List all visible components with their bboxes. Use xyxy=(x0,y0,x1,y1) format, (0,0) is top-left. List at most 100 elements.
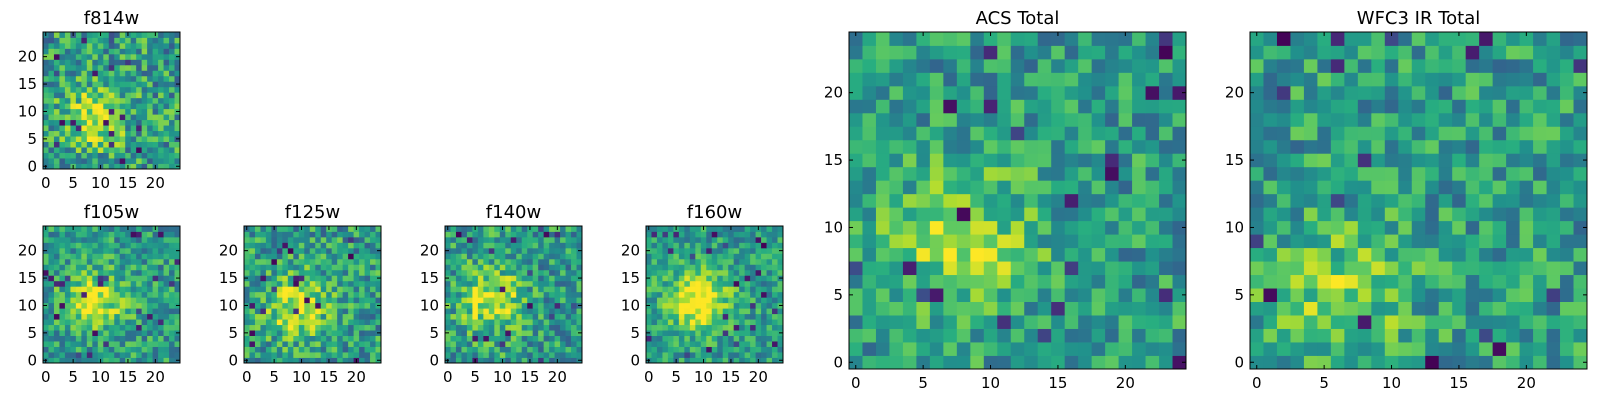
heatmap-cell xyxy=(554,236,561,243)
heatmap-cell xyxy=(1051,180,1066,195)
heatmap-cell xyxy=(516,302,523,309)
heatmap-cell xyxy=(48,108,55,115)
heatmap-cell xyxy=(565,253,572,260)
heatmap-cell xyxy=(92,231,99,238)
heatmap-cell xyxy=(445,324,451,331)
heatmap-cell xyxy=(549,357,555,364)
heatmap-cell xyxy=(766,297,773,304)
heatmap-cell xyxy=(331,275,338,282)
heatmap-cell xyxy=(108,335,115,342)
heatmap-cell xyxy=(711,264,718,271)
heatmap-cell xyxy=(1118,112,1133,127)
heatmap-cell xyxy=(651,357,658,364)
heatmap-cell xyxy=(163,163,170,170)
heatmap-cell xyxy=(75,59,82,66)
heatmap-cell xyxy=(1024,328,1039,343)
heatmap-cell xyxy=(673,258,680,265)
heatmap-cell xyxy=(48,324,55,331)
heatmap-cell xyxy=(331,242,338,249)
heatmap-cell xyxy=(125,319,132,326)
heatmap-cell xyxy=(777,308,784,315)
heatmap-cell xyxy=(1425,126,1440,141)
heatmap-cell xyxy=(1560,99,1574,114)
heatmap-cell xyxy=(70,286,77,293)
heatmap-cell xyxy=(689,335,696,342)
heatmap-cell xyxy=(163,81,170,88)
heatmap-cell xyxy=(152,114,159,121)
heatmap-cell xyxy=(320,330,327,336)
heatmap-cell xyxy=(169,75,175,82)
heatmap-cell xyxy=(92,236,99,243)
heatmap-cell xyxy=(141,335,148,342)
heatmap-cell xyxy=(114,32,121,38)
heatmap-cell xyxy=(1506,247,1520,262)
heatmap-cell xyxy=(59,163,66,170)
heatmap-cell xyxy=(70,297,77,304)
heatmap-cell xyxy=(293,335,300,342)
heatmap-cell xyxy=(70,81,77,88)
heatmap-cell xyxy=(1091,85,1106,100)
heatmap-cell xyxy=(889,99,904,114)
heatmap-cell xyxy=(298,335,305,342)
heatmap-cell xyxy=(59,242,66,249)
heatmap-cell xyxy=(353,341,360,347)
heatmap-cell xyxy=(136,81,143,88)
heatmap-cell xyxy=(309,242,316,249)
heatmap-cell xyxy=(538,346,545,353)
heatmap-cell xyxy=(1425,315,1440,329)
heatmap-cell xyxy=(1051,247,1066,262)
heatmap-cell xyxy=(141,42,148,49)
heatmap-cell xyxy=(929,85,944,100)
heatmap-cell xyxy=(750,242,756,249)
heatmap-cell xyxy=(472,341,479,347)
heatmap-cell xyxy=(1303,72,1318,87)
heatmap-cell xyxy=(342,291,349,298)
heatmap-cell xyxy=(1357,288,1372,302)
heatmap-cell xyxy=(689,286,696,293)
heatmap-cell xyxy=(103,231,110,238)
heatmap-cell xyxy=(543,275,550,282)
heatmap-cell xyxy=(744,357,751,364)
heatmap-cell xyxy=(125,346,132,353)
heatmap-cell xyxy=(916,153,931,168)
heatmap-cell xyxy=(1037,288,1052,302)
heatmap-cell xyxy=(565,280,572,287)
heatmap-cell xyxy=(1051,234,1066,249)
heatmap-cell xyxy=(510,319,517,326)
heatmap-cell xyxy=(1172,207,1187,222)
heatmap-cell xyxy=(287,275,294,282)
heatmap-cell xyxy=(81,275,88,282)
heatmap-cell xyxy=(59,75,66,82)
heatmap-cell xyxy=(48,242,55,249)
heatmap-cell xyxy=(483,275,490,282)
heatmap-cell xyxy=(136,319,143,326)
heatmap-cell xyxy=(1091,32,1106,46)
heatmap-cell xyxy=(450,335,457,342)
heatmap-cell xyxy=(929,342,944,356)
heatmap-cell xyxy=(103,280,110,287)
heatmap-cell xyxy=(59,119,66,126)
heatmap-cell xyxy=(1411,247,1426,262)
heatmap-cell xyxy=(53,152,60,159)
heatmap-cell xyxy=(711,253,718,260)
heatmap-cell xyxy=(92,275,99,282)
heatmap-cell xyxy=(326,308,333,315)
heatmap-cell xyxy=(695,341,702,347)
heatmap-cell xyxy=(777,313,784,320)
heatmap-cell xyxy=(108,136,115,142)
heatmap-cell xyxy=(152,319,159,326)
heatmap-cell xyxy=(265,330,272,336)
heatmap-cell xyxy=(1425,85,1440,100)
heatmap-cell xyxy=(700,308,707,315)
heatmap-cell xyxy=(521,280,528,287)
heatmap-cell xyxy=(86,48,93,55)
heatmap-cell xyxy=(326,253,333,260)
heatmap-cell xyxy=(565,226,572,232)
heatmap-cell xyxy=(315,269,322,276)
heatmap-cell xyxy=(136,242,143,249)
heatmap-cell xyxy=(656,357,663,364)
heatmap-cell xyxy=(1250,126,1264,141)
heatmap-cell xyxy=(761,269,767,276)
heatmap-cell xyxy=(527,335,534,342)
